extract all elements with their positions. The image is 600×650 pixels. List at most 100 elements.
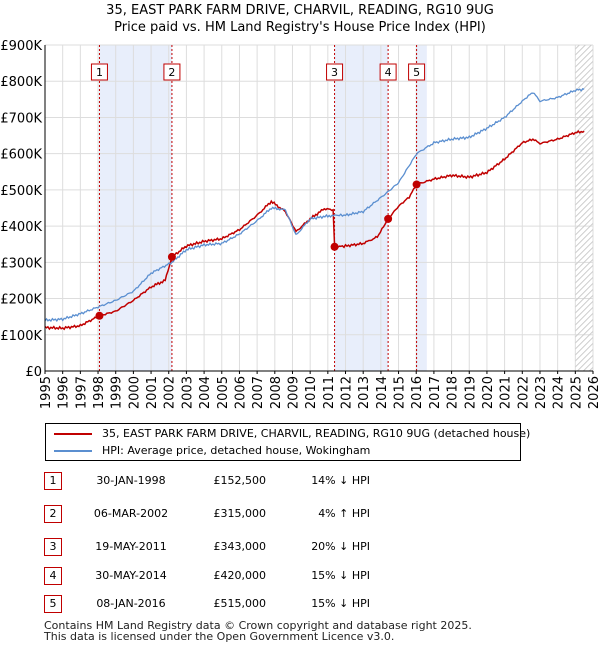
x-tick-label: 2022: [516, 376, 531, 409]
table-row: 4 30-MAY-2014 £420,000 15% ↓ HPI: [44, 567, 474, 585]
x-tick-label: 1997: [74, 376, 89, 409]
forecast-hatch: [575, 96, 593, 116]
x-tick-label: 2007: [251, 376, 266, 409]
x-tick-label: 2026: [587, 376, 600, 409]
sale-point: [412, 180, 421, 189]
forecast-hatch: [575, 174, 593, 194]
footer-licence: This data is licensed under the Open Gov…: [44, 630, 395, 643]
sale-point: [167, 252, 176, 261]
forecast-hatch: [575, 150, 593, 170]
forecast-hatch: [575, 252, 593, 272]
forecast-hatch: [575, 48, 593, 68]
x-tick-label: 2018: [446, 376, 461, 409]
sale-price: £420,000: [213, 569, 267, 582]
y-tick-label: £800K: [0, 75, 42, 90]
forecast-hatch: [576, 354, 593, 371]
forecast-hatch: [575, 78, 593, 98]
sale-marker-box: [326, 63, 344, 81]
x-tick-label: 1999: [110, 376, 125, 409]
ownership-shade: [99, 45, 172, 371]
x-tick-label: 1995: [39, 376, 54, 409]
x-tick-label: 2010: [304, 376, 319, 409]
y-tick-label: £100K: [0, 329, 42, 344]
chart-title: 35, EAST PARK FARM DRIVE, CHARVIL, READI…: [106, 3, 494, 18]
forecast-hatch: [575, 228, 593, 248]
y-tick-label: £500K: [0, 184, 42, 199]
forecast-hatch: [575, 45, 587, 56]
sale-marker-label: 3: [331, 66, 338, 79]
sale-date: 06-MAR-2002: [93, 507, 169, 520]
y-tick-label: £400K: [0, 220, 42, 235]
forecast-hatch: [575, 330, 593, 350]
sale-hpi-diff: 14% ↓ HPI: [311, 474, 370, 487]
sale-hpi-diff: 15% ↓ HPI: [311, 597, 370, 610]
y-tick-label: £600K: [0, 148, 42, 163]
forecast-hatch: [575, 60, 593, 80]
sale-point: [95, 311, 104, 320]
forecast-hatch: [575, 13, 593, 31]
forecast-hatch: [575, 126, 593, 146]
sale-date: 30-JAN-1998: [96, 474, 166, 487]
forecast-hatch: [575, 306, 593, 326]
forecast-hatch: [575, 210, 593, 230]
forecast-hatch: [575, 45, 593, 62]
table-row: 1 30-JAN-1998 £152,500 14% ↓ HPI: [44, 472, 474, 490]
x-tick-label: 2009: [286, 376, 301, 409]
sale-number-badge: 3: [44, 538, 62, 556]
forecast-hatch: [575, 234, 593, 254]
forecast-hatch: [575, 264, 593, 284]
x-tick-label: 2019: [463, 376, 478, 409]
forecast-hatch: [575, 54, 593, 74]
x-tick-label: 2004: [198, 376, 213, 409]
forecast-hatch: [588, 366, 593, 371]
x-tick-label: 2012: [340, 376, 355, 409]
forecast-hatch: [575, 240, 593, 260]
forecast-hatch: [575, 138, 593, 158]
forecast-hatch: [575, 282, 593, 302]
forecast-hatch: [575, 72, 593, 92]
hpi-line: [44, 88, 585, 322]
sale-marker-label: 2: [168, 66, 175, 79]
x-tick-label: 1996: [57, 376, 72, 409]
x-tick-label: 2024: [552, 376, 567, 409]
forecast-hatch: [575, 192, 593, 212]
forecast-hatch: [575, 132, 593, 152]
sale-hpi-diff: 20% ↓ HPI: [311, 540, 370, 553]
forecast-hatch: [575, 294, 593, 314]
forecast-hatch: [575, 246, 593, 266]
x-tick-label: 2001: [145, 376, 160, 409]
forecast-hatch: [575, 84, 593, 104]
sale-marker-box: [163, 63, 181, 81]
legend-label-property: 35, EAST PARK FARM DRIVE, CHARVIL, READI…: [102, 427, 531, 440]
forecast-hatch: [575, 270, 593, 290]
x-tick-label: 2005: [216, 376, 231, 409]
sale-marker-box: [379, 63, 397, 81]
chart-title-block: 35, EAST PARK FARM DRIVE, CHARVIL, READI…: [0, 2, 600, 36]
forecast-region: [575, 13, 593, 371]
x-tick-label: 2002: [163, 376, 178, 409]
forecast-hatch: [575, 156, 593, 176]
sale-point: [330, 242, 339, 251]
x-tick-label: 2013: [357, 376, 372, 409]
sale-hpi-diff: 4% ↑ HPI: [318, 507, 370, 520]
legend-swatch-hpi: [54, 450, 92, 452]
forecast-hatch: [575, 276, 593, 296]
sale-point: [384, 214, 393, 223]
x-tick-label: 2020: [481, 376, 496, 409]
sale-price: £315,000: [213, 507, 267, 520]
footer-copyright: Contains HM Land Registry data © Crown c…: [44, 619, 472, 632]
forecast-hatch: [575, 168, 593, 188]
forecast-hatch: [575, 204, 593, 224]
table-row: 5 08-JAN-2016 £515,000 15% ↓ HPI: [44, 595, 474, 613]
sale-marker-box: [408, 63, 426, 81]
x-tick-label: 2011: [322, 376, 337, 409]
table-row: 3 19-MAY-2011 £343,000 20% ↓ HPI: [44, 538, 474, 556]
x-tick-label: 2003: [180, 376, 195, 409]
x-tick-label: 2015: [393, 376, 408, 409]
forecast-hatch: [575, 342, 593, 362]
sale-number-badge: 4: [44, 567, 62, 585]
forecast-hatch: [575, 45, 581, 50]
forecast-hatch: [575, 300, 593, 320]
y-tick-label: £200K: [0, 293, 42, 308]
sale-number-badge: 1: [44, 472, 62, 490]
